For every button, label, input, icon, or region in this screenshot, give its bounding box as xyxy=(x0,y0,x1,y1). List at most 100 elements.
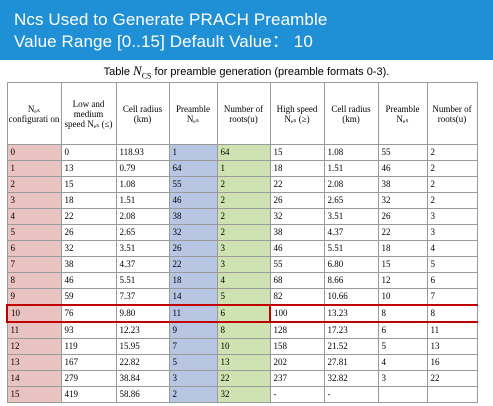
cell-roots-high: 7 xyxy=(426,288,478,306)
cell-preamble-ncs-high: 12 xyxy=(377,272,428,289)
table-row: 0 0 118.93 1 64 15 1.08 55 2 xyxy=(6,144,478,161)
cell-cell-radius-high: 3.51 xyxy=(323,208,379,225)
cell-low-speed-ncs: 76 xyxy=(60,304,117,323)
cell-ncs-config: 7 xyxy=(6,256,62,273)
header-preamble-ncs-high: Preamble Nₑₛ xyxy=(377,82,428,145)
cell-preamble-ncs-low: 14 xyxy=(168,288,218,306)
table-row: 14 279 38.84 3 22 237 32.82 3 22 xyxy=(6,370,478,387)
cell-cell-radius-low: 38.84 xyxy=(115,370,170,387)
cell-ncs-config: 0 xyxy=(6,144,62,161)
cell-ncs-config: 2 xyxy=(6,176,62,193)
cell-roots-low: 2 xyxy=(216,176,271,193)
cell-low-speed-ncs: 419 xyxy=(60,386,117,403)
cell-high-speed-ncs: 18 xyxy=(269,160,325,177)
caption-symbol: NCS xyxy=(133,63,152,81)
cell-roots-high: 13 xyxy=(426,338,478,355)
header-low-speed-ncs: Low and medium speed Nₑₛ (≤) xyxy=(60,82,117,145)
cell-cell-radius-low: 2.65 xyxy=(115,224,170,241)
cell-preamble-ncs-low: 18 xyxy=(168,272,218,289)
cell-low-speed-ncs: 32 xyxy=(60,240,117,257)
table-row: 2 15 1.08 55 2 22 2.08 38 2 xyxy=(6,176,478,193)
cell-roots-low: 3 xyxy=(216,240,271,257)
cell-preamble-ncs-low: 2 xyxy=(168,386,218,403)
cell-roots-low: 1 xyxy=(216,160,271,177)
cell-low-speed-ncs: 46 xyxy=(60,272,117,289)
table-row: 7 38 4.37 22 3 55 6.80 15 5 xyxy=(6,256,478,273)
cell-high-speed-ncs: - xyxy=(269,386,325,403)
cell-cell-radius-high: 32.82 xyxy=(323,370,379,387)
cell-cell-radius-high: 2.65 xyxy=(323,192,379,209)
cell-cell-radius-low: 0.79 xyxy=(115,160,170,177)
cell-preamble-ncs-low: 7 xyxy=(168,338,218,355)
cell-roots-high: 6 xyxy=(426,272,478,289)
cell-roots-high: 3 xyxy=(426,224,478,241)
cell-ncs-config: 4 xyxy=(6,208,62,225)
cell-preamble-ncs-low: 9 xyxy=(168,321,218,339)
cell-cell-radius-high: - xyxy=(323,386,379,403)
cell-high-speed-ncs: 46 xyxy=(269,240,325,257)
cell-high-speed-ncs: 158 xyxy=(269,338,325,355)
cell-preamble-ncs-high: 3 xyxy=(377,370,428,387)
cell-preamble-ncs-high: 26 xyxy=(377,208,428,225)
ncs-table: Nₑₛ configurati on Low and medium speed … xyxy=(6,82,478,403)
cell-preamble-ncs-high: 46 xyxy=(377,160,428,177)
cell-cell-radius-low: 5.51 xyxy=(115,272,170,289)
cell-roots-high: 2 xyxy=(426,160,478,177)
cell-ncs-config: 1 xyxy=(6,160,62,177)
title-line-2: Value Range [0..15] Default Value： 10 xyxy=(14,32,313,51)
cell-preamble-ncs-high: 38 xyxy=(377,176,428,193)
cell-cell-radius-low: 7.37 xyxy=(115,288,170,306)
table-row: 6 32 3.51 26 3 46 5.51 18 4 xyxy=(6,240,478,257)
table-row: 12 119 15.95 7 10 158 21.52 5 13 xyxy=(6,338,478,355)
cell-low-speed-ncs: 93 xyxy=(60,321,117,339)
cell-preamble-ncs-low: 22 xyxy=(168,256,218,273)
cell-preamble-ncs-low: 64 xyxy=(168,160,218,177)
table-row-highlighted: 10 76 9.80 11 6 100 13.23 8 8 xyxy=(6,304,478,323)
cell-ncs-config: 5 xyxy=(6,224,62,241)
table-row: 8 46 5.51 18 4 68 8.66 12 6 xyxy=(6,272,478,289)
cell-preamble-ncs-low: 1 xyxy=(168,144,218,161)
header-high-speed-ncs: High speed Nₑₛ (≥) xyxy=(269,82,325,145)
cell-low-speed-ncs: 15 xyxy=(60,176,117,193)
cell-ncs-config: 15 xyxy=(6,386,62,403)
cell-ncs-config: 13 xyxy=(6,354,62,371)
cell-low-speed-ncs: 59 xyxy=(60,288,117,306)
cell-high-speed-ncs: 237 xyxy=(269,370,325,387)
cell-ncs-config: 3 xyxy=(6,192,62,209)
cell-preamble-ncs-high: 15 xyxy=(377,256,428,273)
cell-roots-low: 3 xyxy=(216,256,271,273)
cell-low-speed-ncs: 38 xyxy=(60,256,117,273)
cell-preamble-ncs-low: 32 xyxy=(168,224,218,241)
cell-preamble-ncs-high: 6 xyxy=(377,321,428,339)
table-row: 1 13 0.79 64 1 18 1.51 46 2 xyxy=(6,160,478,177)
cell-cell-radius-high: 17.23 xyxy=(323,321,379,339)
cell-cell-radius-high: 5.51 xyxy=(323,240,379,257)
cell-preamble-ncs-low: 46 xyxy=(168,192,218,209)
header-ncs-config: Nₑₛ configurati on xyxy=(6,82,62,145)
cell-low-speed-ncs: 13 xyxy=(60,160,117,177)
header-cell-radius-low: Cell radius (km) xyxy=(115,82,170,145)
table-row: 15 419 58.86 2 32- - xyxy=(6,386,478,403)
cell-low-speed-ncs: 22 xyxy=(60,208,117,225)
cell-roots-low: 22 xyxy=(216,370,271,387)
cell-preamble-ncs-low: 5 xyxy=(168,354,218,371)
table-body: 0 0 118.93 1 64 15 1.08 55 2 1 13 0.79 64 1 18 1.51 46 2 2… xyxy=(6,144,478,403)
cell-roots-high: 8 xyxy=(426,304,478,323)
cell-high-speed-ncs: 38 xyxy=(269,224,325,241)
header-roots-low: Number of roots(u) xyxy=(216,82,271,145)
cell-low-speed-ncs: 0 xyxy=(60,144,117,161)
cell-preamble-ncs-high: 10 xyxy=(377,288,428,306)
table-row: 4 22 2.08 38 2 32 3.51 26 3 xyxy=(6,208,478,225)
cell-preamble-ncs-low: 38 xyxy=(168,208,218,225)
cell-roots-low: 6 xyxy=(216,304,271,323)
table-header-row: Nₑₛ configurati on Low and medium speed … xyxy=(6,82,478,145)
cell-cell-radius-high: 10.66 xyxy=(323,288,379,306)
cell-roots-low: 4 xyxy=(216,272,271,289)
cell-cell-radius-high: 4.37 xyxy=(323,224,379,241)
title-line-1: Ncs Used to Generate PRACH Preamble xyxy=(14,10,328,29)
table-row: 9 59 7.37 14 5 82 10.66 10 7 xyxy=(6,288,478,306)
cell-roots-low: 5 xyxy=(216,288,271,306)
cell-roots-high: 2 xyxy=(426,176,478,193)
cell-cell-radius-high: 1.51 xyxy=(323,160,379,177)
cell-preamble-ncs-high: 55 xyxy=(377,144,428,161)
